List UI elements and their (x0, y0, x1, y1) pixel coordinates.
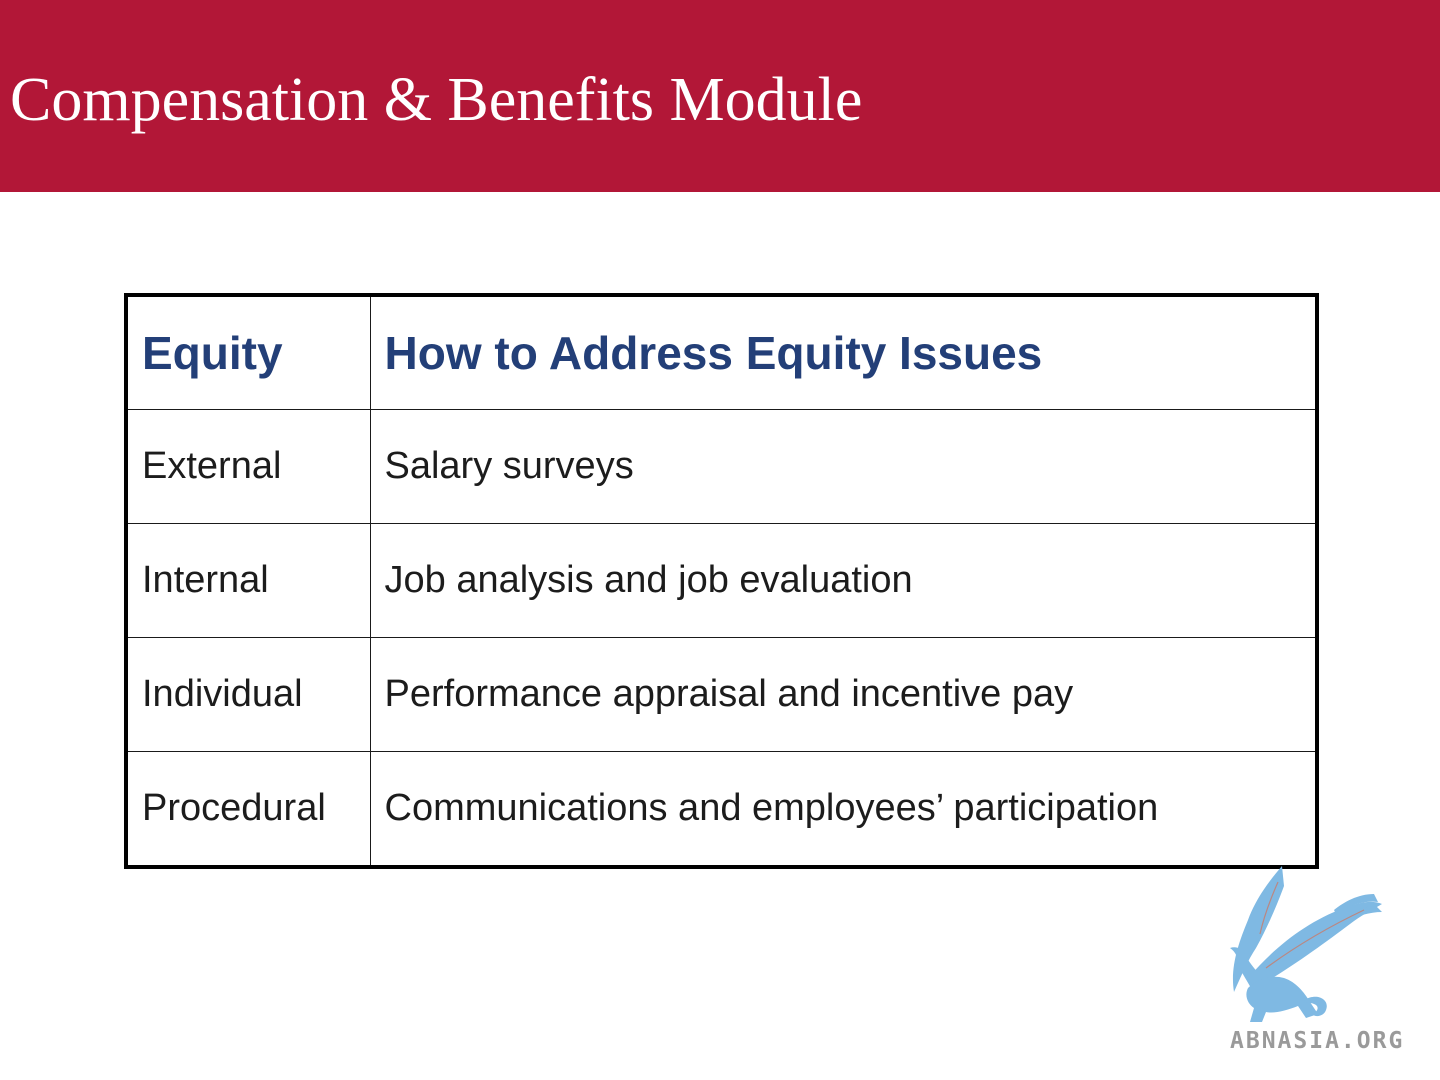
approach-cell: Communications and employees’ participat… (369, 751, 1318, 868)
equity-type-cell: Internal (125, 523, 371, 638)
table-row: Individual Performance appraisal and inc… (125, 637, 1318, 752)
approach-cell: Salary surveys (369, 409, 1318, 524)
equity-type-cell: External (125, 409, 371, 524)
table-row: Procedural Communications and employees’… (125, 751, 1318, 868)
equity-table: Equity How to Address Equity Issues Exte… (124, 293, 1319, 869)
logo-text: ABNASIA.ORG (1230, 1028, 1405, 1054)
table-row: Internal Job analysis and job evaluation (125, 523, 1318, 638)
equity-type-cell: Procedural (125, 751, 371, 868)
equity-type-cell: Individual (125, 637, 371, 752)
table-row: External Salary surveys (125, 409, 1318, 524)
griffin-icon (1230, 866, 1382, 1022)
slide-title: Compensation & Benefits Module (10, 66, 863, 134)
approach-cell: Job analysis and job evaluation (369, 523, 1318, 638)
table-header-row: Equity How to Address Equity Issues (125, 294, 1318, 410)
abnasia-logo: ABNASIA.ORG (1226, 864, 1436, 1064)
column-header-equity: Equity (125, 294, 371, 410)
slide-header: Compensation & Benefits Module (0, 0, 1440, 192)
column-header-how-to-address: How to Address Equity Issues (369, 294, 1318, 410)
approach-cell: Performance appraisal and incentive pay (369, 637, 1318, 752)
